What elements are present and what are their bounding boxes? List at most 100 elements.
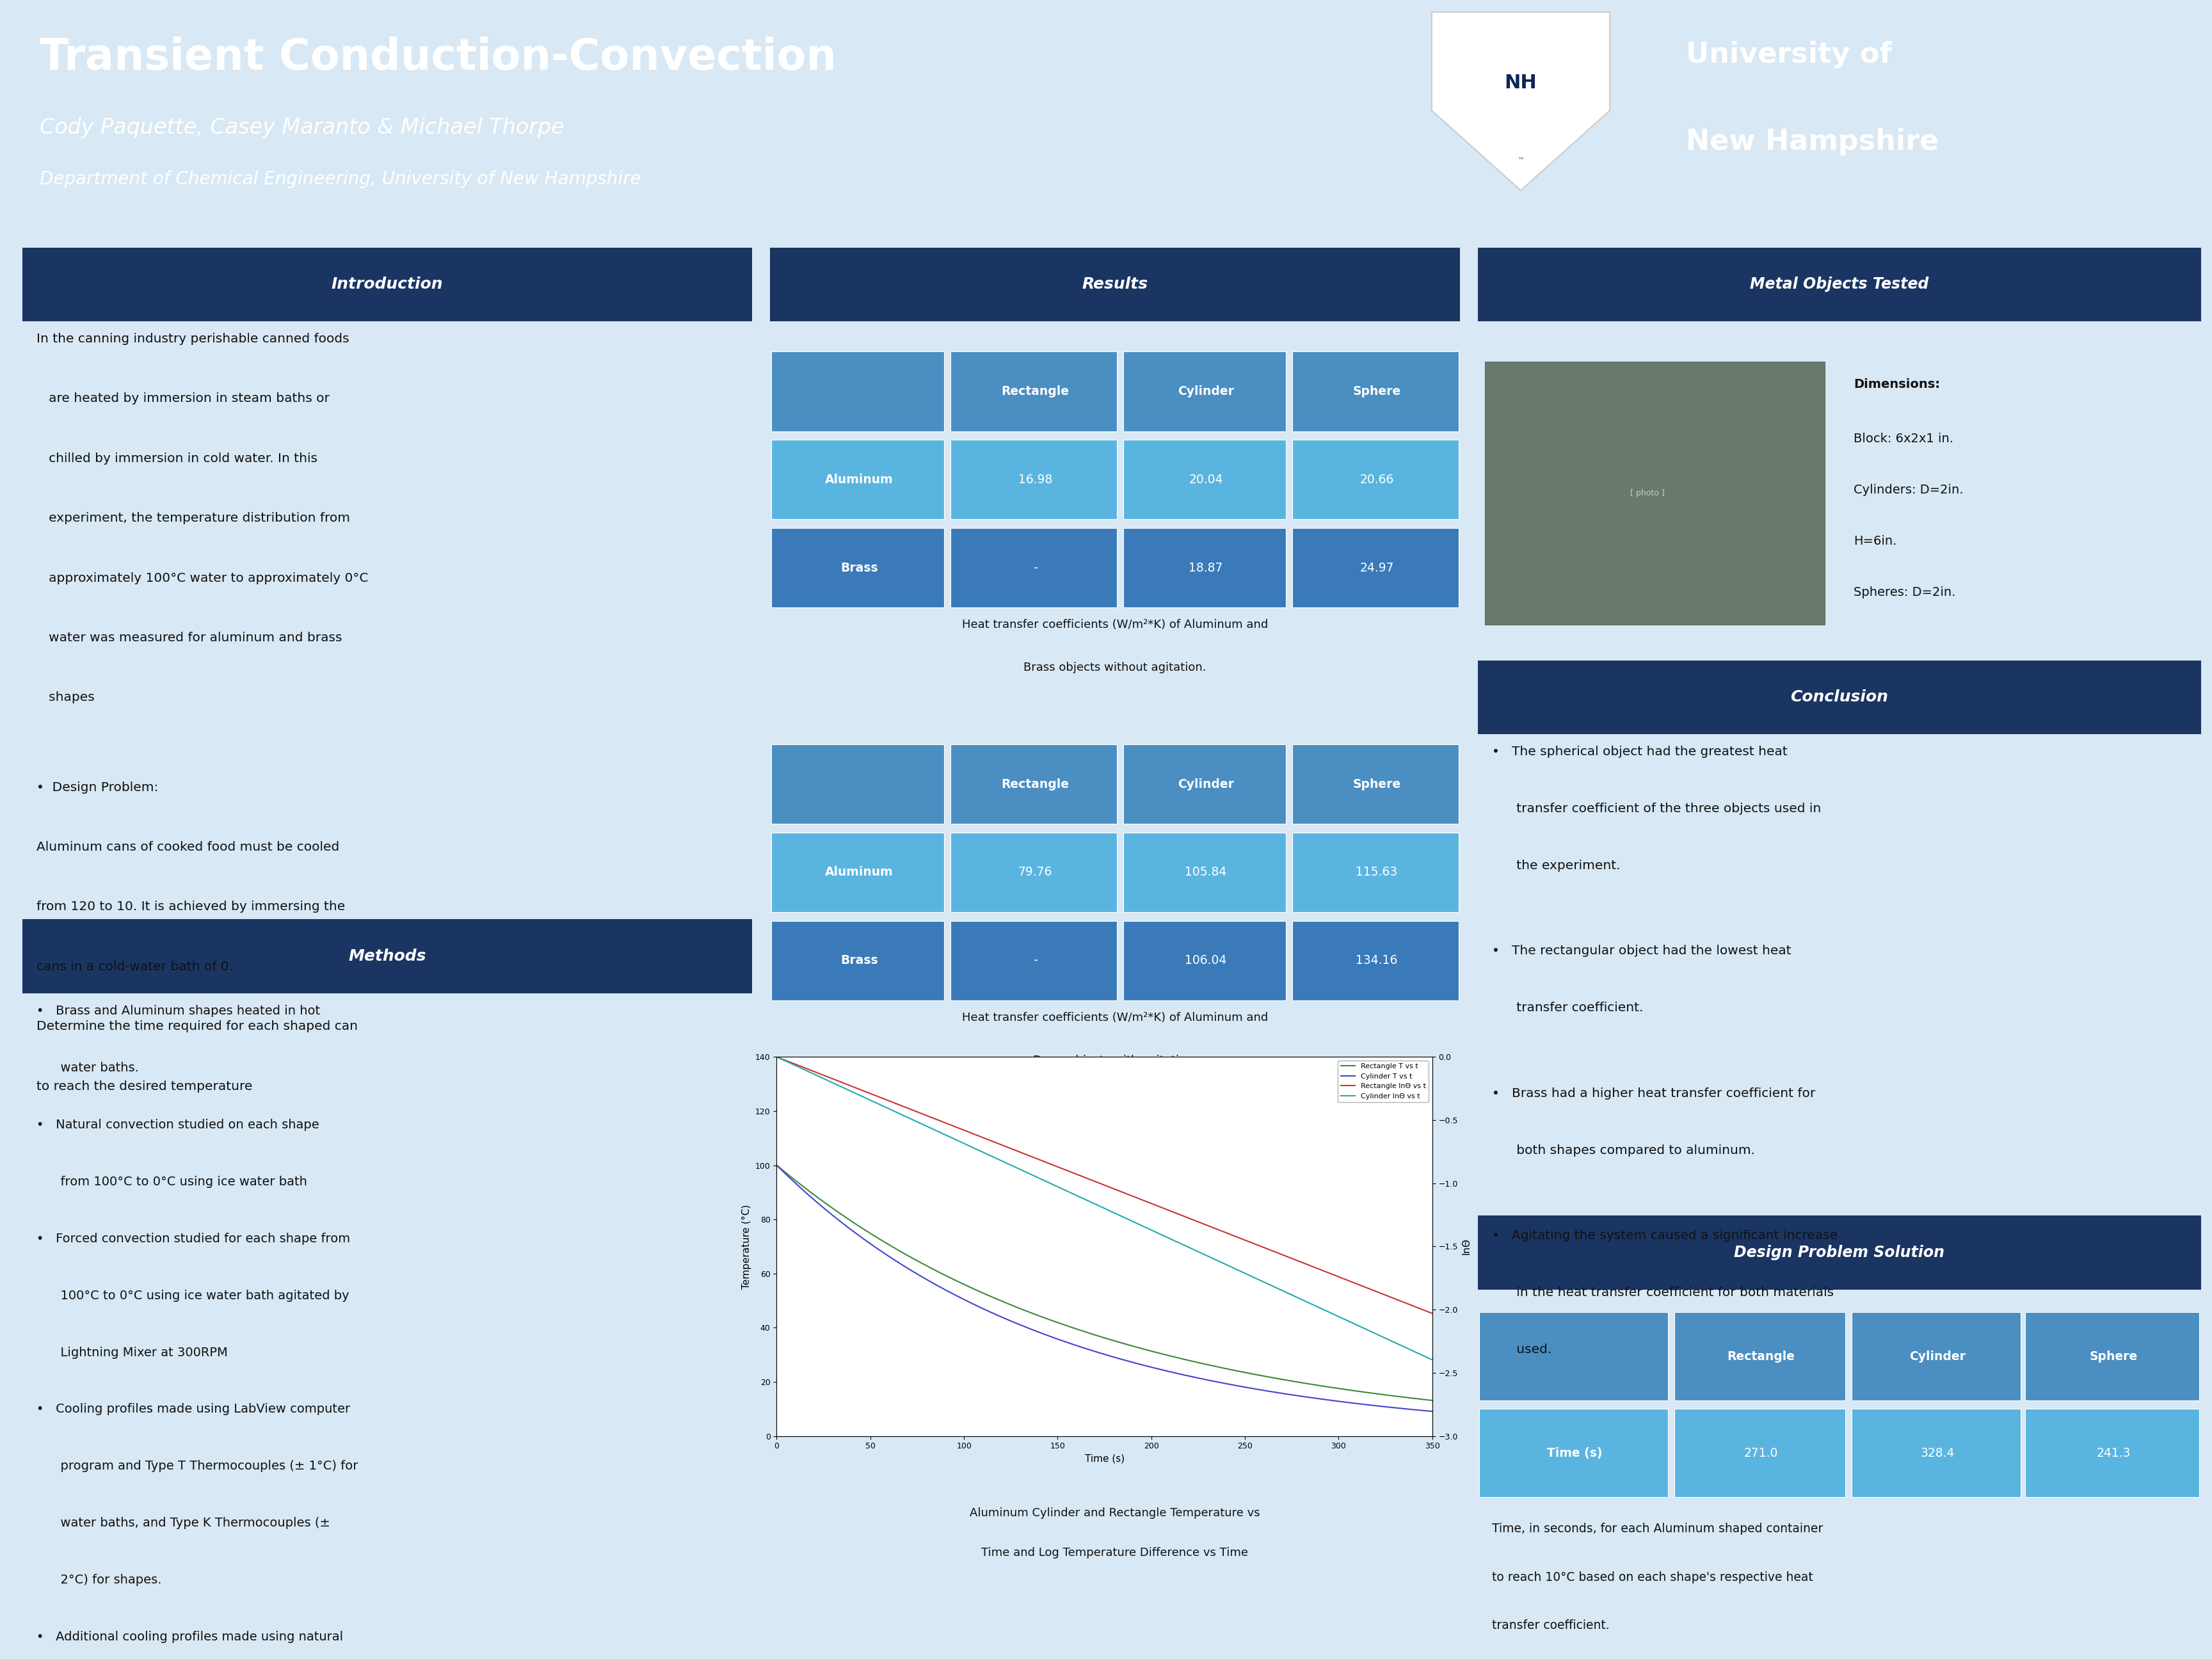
Text: Time, in seconds, for each Aluminum shaped container: Time, in seconds, for each Aluminum shap… (1493, 1523, 1823, 1535)
Rectangle T vs t (1152, 1345, 1179, 1365)
FancyBboxPatch shape (1480, 1312, 1668, 1400)
Text: Brass objects with agitation.: Brass objects with agitation. (1033, 1055, 1197, 1067)
Text: In the canning industry perishable canned foods: In the canning industry perishable canne… (38, 333, 349, 345)
Text: Block: 6x2x1 in.: Block: 6x2x1 in. (1854, 433, 1953, 445)
Line: Cylinder lnΘ vs t: Cylinder lnΘ vs t (776, 1057, 1433, 1360)
Cylinder lnΘ vs t (1358, 1322, 1385, 1342)
Text: Sphere: Sphere (1354, 778, 1400, 790)
Rectangle lnΘ vs t (763, 1047, 790, 1067)
Text: chilled by immersion in cold water. In this: chilled by immersion in cold water. In t… (38, 453, 319, 465)
FancyBboxPatch shape (1478, 660, 2201, 735)
FancyBboxPatch shape (1851, 1312, 2022, 1400)
Text: Cody Paquette, Casey Maranto & Michael Thorpe: Cody Paquette, Casey Maranto & Michael T… (40, 118, 564, 138)
FancyBboxPatch shape (1674, 1408, 1845, 1496)
Text: Lightning Mixer at 300RPM: Lightning Mixer at 300RPM (38, 1347, 228, 1359)
FancyBboxPatch shape (22, 247, 752, 322)
FancyBboxPatch shape (1292, 440, 1458, 519)
Polygon shape (1431, 12, 1610, 191)
X-axis label: Time (s): Time (s) (1084, 1453, 1124, 1463)
Text: in the heat transfer coefficient for both materials: in the heat transfer coefficient for bot… (1493, 1287, 1834, 1299)
Text: -: - (1033, 562, 1037, 574)
Text: 328.4: 328.4 (1920, 1447, 1955, 1460)
Rectangle lnΘ vs t (1166, 1204, 1192, 1224)
Cylinder T vs t (1152, 1360, 1179, 1380)
Rectangle lnΘ vs t (1316, 1262, 1343, 1282)
Rectangle lnΘ vs t (1420, 1304, 1447, 1324)
FancyBboxPatch shape (1124, 528, 1285, 607)
Cylinder lnΘ vs t (1155, 1228, 1181, 1248)
FancyBboxPatch shape (2026, 1408, 2199, 1496)
FancyBboxPatch shape (1124, 352, 1285, 431)
FancyBboxPatch shape (951, 440, 1117, 519)
Line: Rectangle lnΘ vs t: Rectangle lnΘ vs t (776, 1057, 1433, 1314)
FancyBboxPatch shape (2026, 1312, 2199, 1400)
Text: Heat transfer coefficients (W/m²*K) of Aluminum and: Heat transfer coefficients (W/m²*K) of A… (962, 1012, 1267, 1024)
FancyBboxPatch shape (1484, 362, 1825, 625)
Text: H=6in.: H=6in. (1854, 534, 1898, 547)
FancyBboxPatch shape (770, 247, 1460, 322)
Text: 241.3: 241.3 (2097, 1447, 2130, 1460)
Text: Aluminum: Aluminum (825, 866, 894, 878)
Text: •   Cooling profiles made using LabView computer: • Cooling profiles made using LabView co… (38, 1404, 349, 1415)
Rectangle lnΘ vs t (1155, 1199, 1181, 1219)
FancyBboxPatch shape (951, 921, 1117, 1000)
Y-axis label: Temperature (°C): Temperature (°C) (741, 1204, 752, 1289)
Cylinder T vs t (763, 1155, 790, 1175)
Text: to reach 10°C based on each shape's respective heat: to reach 10°C based on each shape's resp… (1493, 1571, 1814, 1583)
Text: •   Brass had a higher heat transfer coefficient for: • Brass had a higher heat transfer coeff… (1493, 1087, 1816, 1100)
Y-axis label: lnΘ: lnΘ (1462, 1238, 1471, 1254)
Text: NH: NH (1504, 73, 1537, 91)
Text: transfer coefficient of the three objects used in: transfer coefficient of the three object… (1493, 803, 1820, 815)
Text: are heated by immersion in steam baths or: are heated by immersion in steam baths o… (38, 393, 330, 405)
Text: the experiment.: the experiment. (1493, 859, 1621, 871)
FancyBboxPatch shape (772, 528, 945, 607)
Text: Cylinder: Cylinder (1909, 1350, 1966, 1362)
Cylinder T vs t (1316, 1390, 1343, 1410)
Text: transfer coefficient.: transfer coefficient. (1493, 1619, 1610, 1632)
Text: Cylinder: Cylinder (1177, 778, 1234, 790)
Text: [ photo ]: [ photo ] (1630, 489, 1666, 498)
Text: 79.76: 79.76 (1018, 866, 1053, 878)
Text: ™: ™ (1517, 158, 1524, 164)
Text: Rectangle: Rectangle (1002, 778, 1068, 790)
Text: •  Design Problem:: • Design Problem: (38, 781, 159, 793)
FancyBboxPatch shape (1292, 745, 1458, 825)
FancyBboxPatch shape (1674, 1312, 1845, 1400)
Rectangle T vs t (763, 1155, 790, 1175)
Text: 20.04: 20.04 (1188, 473, 1223, 486)
Text: water baths, and Type K Thermocouples (±: water baths, and Type K Thermocouples (± (38, 1516, 330, 1530)
Text: New Hampshire: New Hampshire (1686, 128, 1940, 156)
Text: program and Type T Thermocouples (± 1°C) for: program and Type T Thermocouples (± 1°C)… (38, 1460, 358, 1473)
Text: approximately 100°C water to approximately 0°C: approximately 100°C water to approximate… (38, 572, 369, 584)
Text: experiment, the temperature distribution from: experiment, the temperature distribution… (38, 513, 349, 524)
FancyBboxPatch shape (1124, 833, 1285, 912)
Cylinder lnΘ vs t (1420, 1350, 1447, 1370)
Rectangle T vs t (1166, 1347, 1192, 1367)
Text: Determine the time required for each shaped can: Determine the time required for each sha… (38, 1020, 358, 1032)
Text: 16.98: 16.98 (1018, 473, 1053, 486)
FancyBboxPatch shape (22, 919, 752, 994)
Text: 115.63: 115.63 (1356, 866, 1398, 878)
Text: Rectangle: Rectangle (1002, 385, 1068, 397)
FancyBboxPatch shape (951, 745, 1117, 825)
FancyBboxPatch shape (951, 528, 1117, 607)
Text: Design Problem Solution: Design Problem Solution (1734, 1244, 1944, 1261)
FancyBboxPatch shape (1478, 1216, 2201, 1289)
Cylinder T vs t (1358, 1395, 1385, 1415)
Text: Results: Results (1082, 277, 1148, 292)
Text: Aluminum Cylinder and Rectangle Temperature vs: Aluminum Cylinder and Rectangle Temperat… (969, 1506, 1261, 1518)
Text: shapes: shapes (38, 692, 95, 703)
Cylinder lnΘ vs t (1316, 1302, 1343, 1322)
Text: University of: University of (1686, 41, 1891, 68)
Text: Department of Chemical Engineering, University of New Hampshire: Department of Chemical Engineering, Univ… (40, 169, 641, 187)
Cylinder T vs t (1166, 1364, 1192, 1384)
FancyBboxPatch shape (772, 921, 945, 1000)
FancyBboxPatch shape (1124, 745, 1285, 825)
FancyBboxPatch shape (1292, 352, 1458, 431)
Text: to reach the desired temperature: to reach the desired temperature (38, 1080, 252, 1092)
FancyBboxPatch shape (1124, 440, 1285, 519)
Text: 24.97: 24.97 (1360, 562, 1394, 574)
Text: •   Brass and Aluminum shapes heated in hot: • Brass and Aluminum shapes heated in ho… (38, 1005, 321, 1017)
Text: Aluminum cans of cooked food must be cooled: Aluminum cans of cooked food must be coo… (38, 841, 341, 853)
FancyBboxPatch shape (1292, 833, 1458, 912)
